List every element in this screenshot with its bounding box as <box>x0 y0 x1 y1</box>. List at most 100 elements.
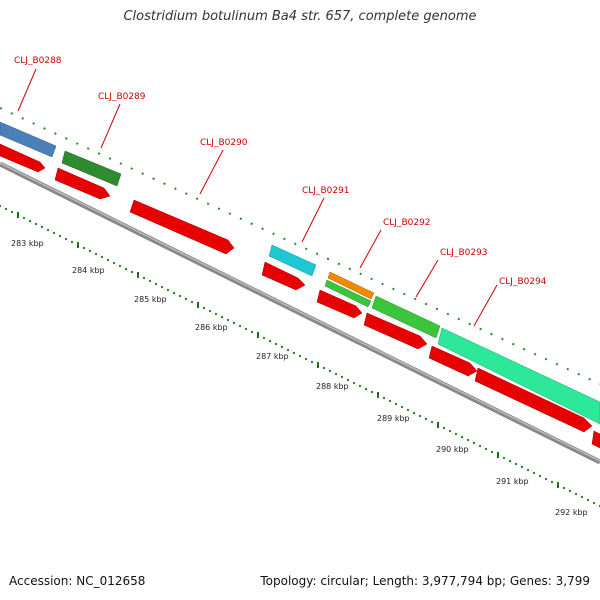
minor-tick <box>479 445 481 447</box>
minor-tick <box>179 295 181 297</box>
minor-tick <box>269 340 271 342</box>
cds-arrow <box>474 367 593 433</box>
minor-tick <box>275 343 277 345</box>
tick-label: 292 kbp <box>555 508 588 517</box>
minor-tick <box>485 448 487 450</box>
gene-block-b0291 <box>268 244 317 277</box>
cds-arrow <box>428 345 478 377</box>
topology-text: Topology: circular; Length: 3,977,794 bp… <box>260 574 590 588</box>
tick-label: 284 kbp <box>72 266 105 275</box>
minor-tick <box>173 292 175 294</box>
minor-tick <box>539 475 541 477</box>
minor-tick <box>371 391 373 393</box>
minor-tick <box>563 487 565 489</box>
minor-tick <box>521 466 523 468</box>
major-tick <box>17 212 19 218</box>
minor-tick <box>407 409 409 411</box>
minor-tick <box>293 352 295 354</box>
major-tick <box>77 242 79 248</box>
tick-label: 291 kbp <box>496 477 529 486</box>
gene-label-b0289: CLJ_B0289 <box>98 92 146 102</box>
minor-tick <box>365 388 367 390</box>
minor-tick <box>581 496 583 498</box>
minor-tick <box>287 349 289 351</box>
major-tick <box>437 422 439 428</box>
minor-tick <box>53 232 55 234</box>
minor-tick <box>221 316 223 318</box>
gene-block-b0294 <box>437 327 600 425</box>
minor-tick <box>155 283 157 285</box>
minor-tick <box>311 361 313 363</box>
minor-tick <box>203 307 205 309</box>
gene-label-b0290: CLJ_B0290 <box>200 138 248 148</box>
cds-arrow <box>54 167 111 200</box>
major-tick <box>557 482 559 488</box>
minor-tick <box>209 310 211 312</box>
minor-tick <box>449 430 451 432</box>
minor-tick <box>347 379 349 381</box>
minor-tick <box>0 205 1 207</box>
minor-tick <box>395 403 397 405</box>
minor-tick <box>191 301 193 303</box>
minor-tick <box>329 370 331 372</box>
minor-tick <box>593 502 595 504</box>
minor-tick <box>527 469 529 471</box>
minor-tick <box>335 373 337 375</box>
minor-tick <box>125 268 127 270</box>
minor-tick <box>233 322 235 324</box>
minor-tick <box>41 226 43 228</box>
minor-tick <box>389 400 391 402</box>
major-tick <box>257 332 259 338</box>
minor-tick <box>503 457 505 459</box>
minor-tick <box>299 355 301 357</box>
minor-tick <box>65 238 67 240</box>
minor-tick <box>29 220 31 222</box>
minor-tick <box>251 331 253 333</box>
major-tick <box>317 362 319 368</box>
minor-tick <box>509 460 511 462</box>
minor-tick <box>11 211 13 213</box>
minor-tick <box>107 259 109 261</box>
minor-tick <box>35 223 37 225</box>
minor-tick <box>473 442 475 444</box>
minor-tick <box>185 298 187 300</box>
tick-label: 285 kbp <box>134 295 167 304</box>
minor-tick <box>149 280 151 282</box>
gene-label-b0292: CLJ_B0292 <box>383 218 431 228</box>
upper-feature-track <box>0 107 600 385</box>
cds-arrow <box>363 312 428 350</box>
accession-text: Accession: NC_012658 <box>9 574 146 588</box>
tick-label: 286 kbp <box>195 323 228 332</box>
major-tick <box>197 302 199 308</box>
minor-tick <box>71 241 73 243</box>
minor-tick <box>83 247 85 249</box>
cds-arrow <box>591 430 600 449</box>
genome-backbone-highlight <box>0 162 600 462</box>
minor-tick <box>443 427 445 429</box>
minor-tick <box>227 319 229 321</box>
cds-arrow <box>316 289 363 319</box>
gene-label-b0288: CLJ_B0288 <box>14 56 62 66</box>
minor-tick <box>305 358 307 360</box>
kbp-axis-dots <box>0 205 600 507</box>
minor-tick <box>323 367 325 369</box>
minor-tick <box>47 229 49 231</box>
minor-tick <box>413 412 415 414</box>
minor-tick <box>533 472 535 474</box>
tick-label: 283 kbp <box>11 239 44 248</box>
minor-tick <box>215 313 217 315</box>
cds-track <box>0 143 600 449</box>
minor-tick <box>359 385 361 387</box>
cds-arrow <box>261 261 306 291</box>
minor-tick <box>143 277 145 279</box>
gene-block-b0292 <box>327 271 375 300</box>
minor-tick <box>119 265 121 267</box>
minor-tick <box>131 271 133 273</box>
minor-tick <box>341 376 343 378</box>
map-title: Clostridium botulinum Ba4 str. 657, comp… <box>123 9 477 24</box>
minor-tick <box>551 481 553 483</box>
minor-tick <box>569 490 571 492</box>
gene-block-b0293 <box>371 295 441 339</box>
minor-tick <box>161 286 163 288</box>
